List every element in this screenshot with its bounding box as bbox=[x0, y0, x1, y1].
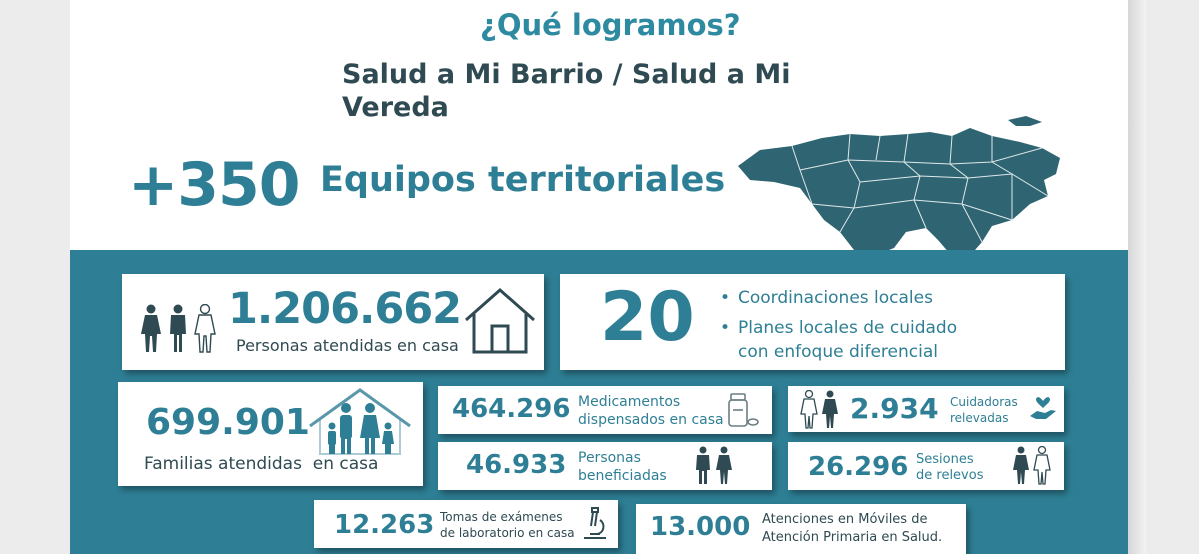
page-title: ¿Qué logramos? bbox=[480, 8, 741, 42]
moviles-number: 13.000 bbox=[650, 512, 751, 542]
moviles-label-line1: Atenciones en Móviles de bbox=[762, 512, 928, 527]
coordinaciones-item2-line1: Planes locales de cuidado bbox=[738, 318, 958, 338]
map-icon bbox=[738, 116, 1060, 258]
card-sesiones: 26.296 Sesiones de relevos bbox=[788, 442, 1064, 490]
coordinaciones-item1: Coordinaciones locales bbox=[738, 288, 933, 308]
examenes-number: 12.263 bbox=[334, 510, 435, 540]
card-medicamentos: 464.296 Medicamentos dispensados en casa bbox=[438, 386, 772, 434]
beneficiadas-label-line1: Personas bbox=[578, 450, 641, 466]
examenes-label-line2: de laboratorio en casa bbox=[440, 526, 575, 540]
sesiones-label-line1: Sesiones bbox=[916, 452, 974, 467]
medicamentos-number: 464.296 bbox=[452, 394, 571, 424]
bullet-dot: • bbox=[720, 318, 731, 338]
familias-label: Familias atendidas en casa bbox=[144, 454, 379, 474]
personas-number: 1.206.662 bbox=[228, 284, 462, 334]
microscope-icon bbox=[584, 507, 606, 539]
women-icon bbox=[800, 390, 838, 429]
cuidadoras-label-line1: Cuidadoras bbox=[950, 395, 1018, 409]
card-personas: 1.206.662 Personas atendidas en casa bbox=[122, 274, 544, 370]
card-beneficiadas: 46.933 Personas beneficiadas bbox=[438, 442, 772, 490]
coordinaciones-item2-line2: con enfoque diferencial bbox=[738, 342, 938, 362]
sesiones-label-line2: de relevos bbox=[916, 468, 984, 483]
card-familias: 699.901 Familias atendidas en casa bbox=[118, 382, 423, 486]
teams-number: +350 bbox=[128, 150, 301, 220]
card-coordinaciones: 20 • Coordinaciones locales • Planes loc… bbox=[560, 274, 1065, 370]
beneficiadas-number: 46.933 bbox=[466, 450, 567, 480]
medicamentos-label-line2: dispensados en casa bbox=[578, 412, 724, 428]
teams-label: Equipos territoriales bbox=[320, 160, 726, 200]
family-house-icon bbox=[309, 388, 411, 455]
cuidadoras-number: 2.934 bbox=[850, 392, 939, 425]
familias-number: 699.901 bbox=[146, 402, 310, 443]
women-icon bbox=[1013, 446, 1051, 485]
infographic-slide: ¿Qué logramos? Salud a Mi Barrio / Salud… bbox=[70, 0, 1128, 554]
bullet-dot: • bbox=[720, 288, 731, 308]
people-icon bbox=[141, 304, 216, 353]
house-icon bbox=[465, 287, 535, 354]
moviles-label-line2: Atención Primaria en Salud. bbox=[762, 530, 943, 545]
beneficiadas-label-line2: beneficiadas bbox=[578, 468, 667, 484]
medicamentos-label-line1: Medicamentos bbox=[578, 394, 681, 410]
personas-label: Personas atendidas en casa bbox=[236, 336, 459, 355]
cuidadoras-label-line2: relevadas bbox=[950, 411, 1009, 425]
card-cuidadoras: 2.934 Cuidadoras relevadas bbox=[788, 386, 1064, 432]
sesiones-number: 26.296 bbox=[808, 452, 909, 482]
card-moviles: 13.000 Atenciones en Móviles de Atención… bbox=[636, 504, 966, 554]
page-edge-shadow bbox=[1128, 0, 1146, 554]
card-examenes: 12.263 Tomas de exámenes de laboratorio … bbox=[314, 500, 618, 548]
examenes-label-line1: Tomas de exámenes bbox=[440, 510, 563, 524]
program-subtitle: Salud a Mi Barrio / Salud a Mi Vereda bbox=[342, 59, 791, 123]
couple-icon bbox=[696, 446, 732, 484]
medicine-icon bbox=[728, 393, 759, 427]
heart-hand-icon bbox=[1030, 397, 1056, 419]
coordinaciones-number: 20 bbox=[600, 278, 695, 357]
